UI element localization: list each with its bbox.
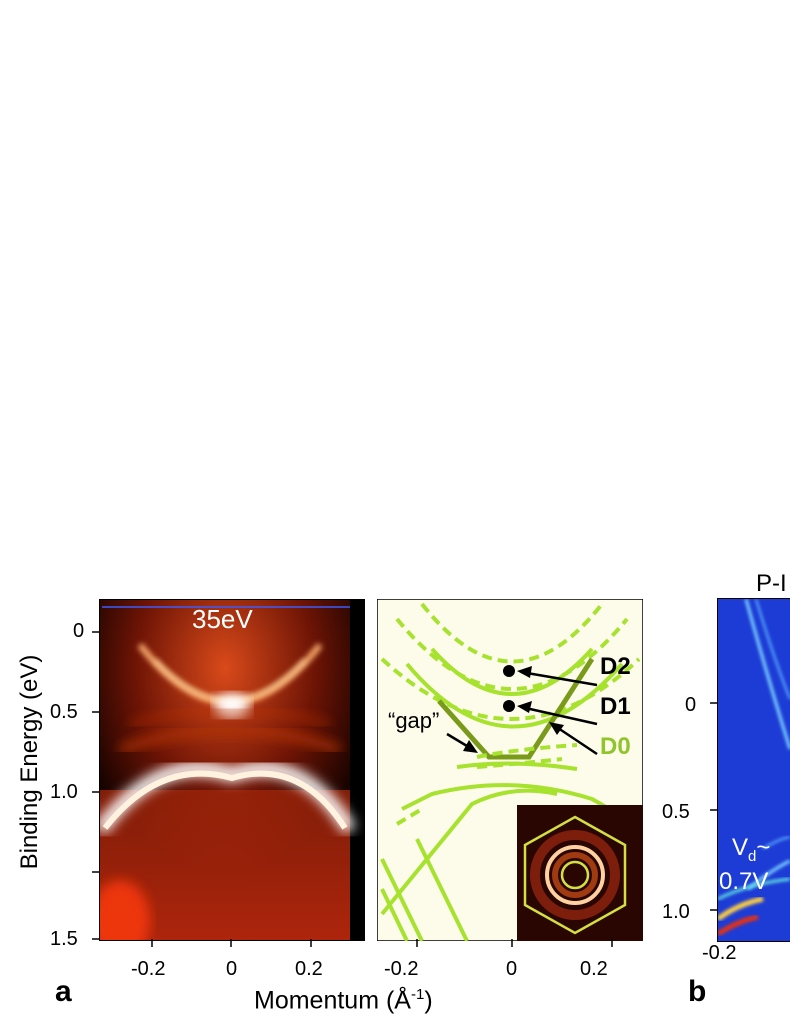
label-gap: “gap” [388,708,440,733]
vd-label: Vd~ [732,834,770,865]
panel-a-y-tick-0: 0 [73,620,85,642]
vd-label-main: V [732,834,749,861]
x-axis-label: Momentum (Å-1) [254,986,433,1015]
label-d0: D0 [600,733,631,760]
panel-a-y-tick-1-5: 1.5 [50,928,78,950]
panel-a-y-tick-marks [92,631,100,940]
panel-b-frame [717,598,790,942]
x-axis-label-superscript: -1 [410,986,425,1003]
panel-b-y-tick-0: 0 [685,694,697,716]
panel-a-y-tick-0-5: 0.5 [50,701,78,723]
panel-a-x-tick-0: 0 [226,958,238,980]
label-d1: D1 [600,693,631,720]
panel-b-simulation-image [718,599,790,941]
y-axis-label: Binding Energy (eV) [16,654,43,870]
photon-energy-label: 35eV [192,604,253,634]
vd-value: 0.7V [719,868,769,895]
panel-b-y-tick-marks [710,702,718,911]
panel-b-title: P-I [756,570,787,597]
vd-label-tail: ~ [756,834,771,861]
panel-b-y-tick-0-5: 0.5 [662,801,690,823]
panel-b: P-I 0 0.5 1.0 -0.2 Vd~ 0.7V b [660,560,790,1022]
panel-a-x-tick-marks [151,939,312,947]
panel-model-x-tick-0: 0 [506,958,518,980]
panel-letter-a: a [55,975,72,1008]
x-axis-label-tail: ) [424,986,433,1015]
vd-label-sub: d [748,847,757,865]
panel-b-y-tick-1-0: 1.0 [662,901,690,923]
panel-b-x-tick-neg-0-2: -0.2 [702,942,737,964]
label-d2: D2 [600,653,631,680]
panel-model-x-tick-0-2: 0.2 [580,958,608,980]
panel-model-x-tick-marks [416,939,613,947]
arpes-spectrum-image [100,600,364,940]
panel-a: 35eV 0 0.5 1.0 1.5 -0.2 0 0.2 Binding En… [0,580,370,1022]
panel-model: D2 D1 D0 “gap” -0.2 0 0.2 [370,580,660,1022]
x-axis-label-text: Momentum (Å [254,986,411,1015]
panel-a-y-tick-1-0: 1.0 [50,781,78,803]
panel-a-x-tick-neg-0-2: -0.2 [131,958,166,980]
panel-model-x-tick-neg-0-2: -0.2 [384,958,419,980]
panel-letter-b: b [688,975,707,1008]
panel-a-frame [99,599,365,941]
band-model-diagram [377,599,643,941]
panel-a-x-tick-0-2: 0.2 [295,958,323,980]
